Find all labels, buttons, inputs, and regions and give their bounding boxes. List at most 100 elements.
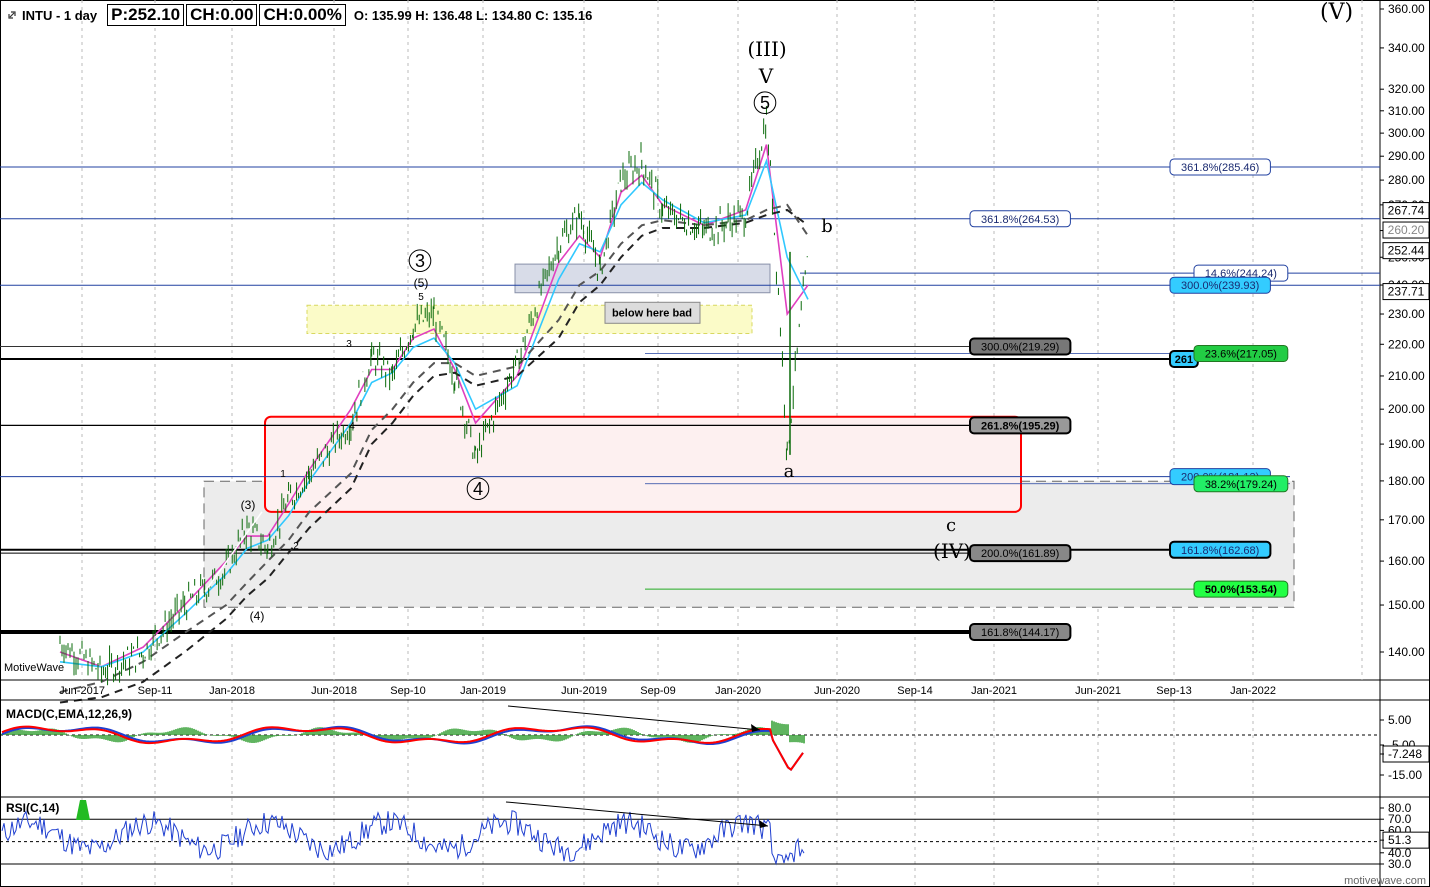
price-tag-box [1382, 283, 1430, 301]
wave-circle-3: 3 [415, 251, 425, 271]
y-tick-label: 150.00 [1388, 598, 1425, 612]
wave-paren-4: (4) [250, 609, 265, 623]
y-tick-label: 160.00 [1388, 554, 1425, 568]
fib-label-240-box [1169, 276, 1271, 294]
fib-label-161-box [969, 544, 1072, 563]
macd-divergence-arrow [751, 724, 760, 732]
x-tick-label: Jan-2021 [971, 685, 1017, 697]
wave-a: a [784, 461, 795, 482]
wave-5: 5 [418, 292, 424, 303]
footer-credit: motivewave.com [1344, 875, 1426, 887]
y-tick-label: 320.00 [1388, 82, 1425, 96]
trendline [204, 511, 263, 592]
fib-label-195: 261.8%(195.29) [981, 420, 1060, 432]
macd-tick-label: -15.00 [1388, 768, 1422, 782]
fib-label-179: 38.2%(179.24) [1205, 479, 1277, 491]
macd-signal-line [1, 725, 804, 772]
x-tick-label: Sep-09 [640, 685, 675, 697]
rsi-tick-label: 51.3 [1388, 833, 1412, 847]
fib-label-161: 200.0%(161.89) [981, 548, 1059, 560]
wave-circle-4-circle [466, 477, 490, 501]
y-tick-label: 140.00 [1388, 645, 1425, 659]
y-tick-label: 280.00 [1388, 173, 1425, 187]
wave-circle-4: 4 [473, 479, 483, 499]
fib-label-219: 300.0%(219.29) [981, 341, 1059, 353]
wave-paren-5: (5) [414, 276, 429, 290]
x-tick-label: Jun-2020 [814, 685, 860, 697]
fib-label-144: 161.8%(144.17) [981, 627, 1059, 639]
link-icon [8, 11, 16, 19]
wave-4: 4 [349, 421, 355, 432]
rsi-tick-label: 70.0 [1388, 812, 1412, 826]
symbol-label: INTU - 1 day [22, 7, 98, 23]
macd-tick-label: -7.248 [1388, 747, 1422, 761]
price-tag-box [1382, 242, 1430, 260]
ma-ma-2 [59, 208, 809, 704]
x-tick-label: Jun-2021 [1075, 685, 1121, 697]
below-here-bad-box [604, 301, 701, 324]
x-tick-label: Jun-2019 [561, 685, 607, 697]
red-support-box [264, 415, 1022, 513]
fib-label-261: 261 [1175, 354, 1193, 366]
fib-label-219-box [969, 337, 1072, 356]
change-pct-box: CH:0.00% [259, 4, 346, 26]
y-tick-label: 180.00 [1388, 474, 1425, 488]
price-tag: 267.74 [1388, 204, 1425, 218]
x-tick-label: Sep-10 [390, 685, 425, 697]
watermark: MotiveWave [4, 662, 65, 674]
y-tick-label: 170.00 [1388, 513, 1425, 527]
x-tick-label: Jan-2018 [209, 685, 255, 697]
below-here-bad-label: below here bad [612, 307, 692, 319]
fib-label-179-box [1193, 475, 1289, 493]
wave-c: c [946, 515, 956, 536]
x-tick-label: Jun-2018 [311, 685, 357, 697]
wave-b: b [821, 216, 833, 237]
wave-III: (III) [747, 37, 786, 61]
y-tick-label: 190.00 [1388, 437, 1425, 451]
wave-IV: (IV) [933, 539, 971, 563]
rsi-title: RSI(C,14) [6, 801, 59, 815]
rsi-tick-label: 80.0 [1388, 801, 1412, 815]
top-right-wave-label: (V) [1320, 0, 1354, 25]
symbol-title[interactable]: INTU - 1 day [6, 8, 97, 23]
macd-title: MACD(C,EMA,12,26,9) [6, 707, 132, 721]
wave-circle-3-circle [408, 249, 432, 273]
macd-divergence-line [507, 705, 761, 731]
y-tick-label: 300.00 [1388, 126, 1425, 140]
wave-circle-5: 5 [760, 93, 770, 113]
rsi-divergence-arrow [759, 820, 768, 828]
x-tick-label: Jan-2022 [1230, 685, 1276, 697]
fib-label-285-box [1169, 158, 1271, 176]
ohlc-readout: O: 135.99 H: 136.48 L: 134.80 C: 135.16 [353, 7, 593, 23]
wave-1: 1 [280, 469, 286, 480]
rsi-tick-label: 30.0 [1388, 857, 1412, 871]
fib-label-153-box [1193, 580, 1289, 598]
price-tag-box [1382, 221, 1430, 239]
fib-label-162: 161.8%(162.68) [1181, 545, 1259, 557]
y-tick-label: 290.00 [1388, 149, 1425, 163]
fib-label-144-box [969, 623, 1072, 642]
macd-tick-label: 5.00 [1388, 713, 1412, 727]
chart-header: INTU - 1 day P:252.10 CH:0.00 CH:0.00% O… [6, 4, 592, 26]
price-tag-box [1382, 202, 1430, 220]
y-tick-label: 210.00 [1388, 369, 1425, 383]
fib-label-195-box [969, 416, 1072, 435]
fib-label-153: 50.0%(153.54) [1205, 584, 1277, 596]
y-tick-label: 360.00 [1388, 2, 1425, 16]
blue-grey-zone [514, 263, 771, 294]
wave-V: V [758, 64, 774, 88]
fib-label-264: 361.8%(264.53) [981, 214, 1059, 226]
macd-line [1, 725, 804, 772]
price-box: P:252.10 [107, 4, 185, 26]
rsi-tick-label: 40.0 [1388, 846, 1412, 860]
x-tick-label: Jan-2019 [460, 685, 506, 697]
price-tag: 252.44 [1388, 244, 1425, 258]
rsi-overbought-fill [76, 800, 90, 820]
x-tick-label: Jan-2020 [715, 685, 761, 697]
wave-3: 3 [346, 339, 352, 350]
y-tick-label: 310.00 [1388, 104, 1425, 118]
fib-label-240: 300.0%(239.93) [1181, 280, 1259, 292]
y-tick-label: 340.00 [1388, 41, 1425, 55]
rsi-divergence-line [505, 801, 769, 827]
